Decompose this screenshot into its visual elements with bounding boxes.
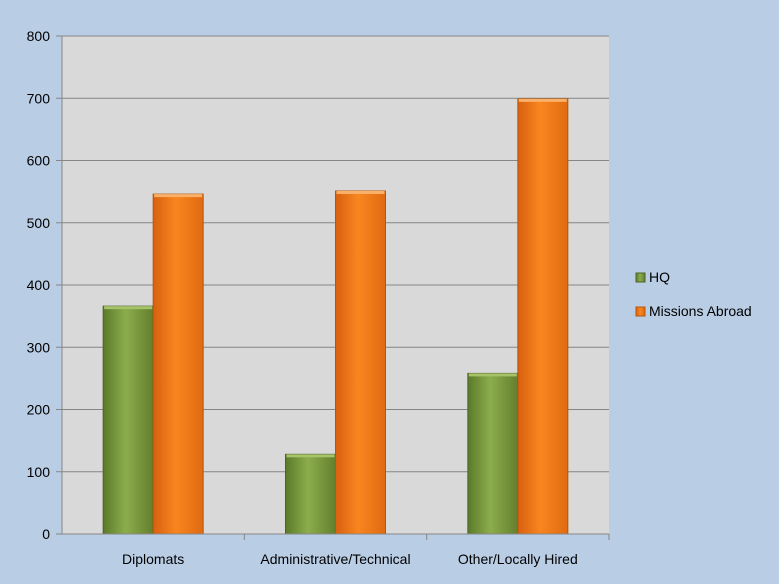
- x-category-label: Other/Locally Hired: [458, 551, 578, 567]
- y-tick-label: 400: [27, 277, 51, 293]
- bar-top-highlight: [337, 191, 385, 194]
- bar-hq: [468, 373, 518, 534]
- bar-top-highlight: [469, 373, 517, 376]
- legend: HQ Missions Abroad: [636, 269, 752, 319]
- y-tick-label: 700: [27, 90, 51, 106]
- y-tick-label: 800: [27, 28, 51, 44]
- y-tick-label: 600: [27, 153, 51, 169]
- bar-hq: [286, 454, 336, 534]
- y-tick-label: 0: [42, 526, 50, 542]
- bar-missions-abroad: [518, 99, 568, 534]
- bar-top-highlight: [104, 306, 152, 309]
- legend-label: Missions Abroad: [649, 303, 752, 319]
- bar-top-highlight: [519, 99, 567, 102]
- x-category-label: Administrative/Technical: [260, 551, 410, 567]
- legend-swatch-missions-abroad: [636, 307, 645, 316]
- y-tick-label: 300: [27, 339, 51, 355]
- bar-top-highlight: [287, 454, 335, 457]
- bar-hq: [103, 306, 153, 534]
- legend-swatch-hq: [636, 273, 645, 282]
- y-tick-label: 500: [27, 215, 51, 231]
- legend-label: HQ: [649, 269, 670, 285]
- y-tick-label: 200: [27, 402, 51, 418]
- bar-missions-abroad: [153, 194, 203, 534]
- y-tick-label: 100: [27, 464, 51, 480]
- bar-missions-abroad: [336, 191, 386, 534]
- x-category-label: Diplomats: [122, 551, 184, 567]
- bar-top-highlight: [154, 194, 202, 197]
